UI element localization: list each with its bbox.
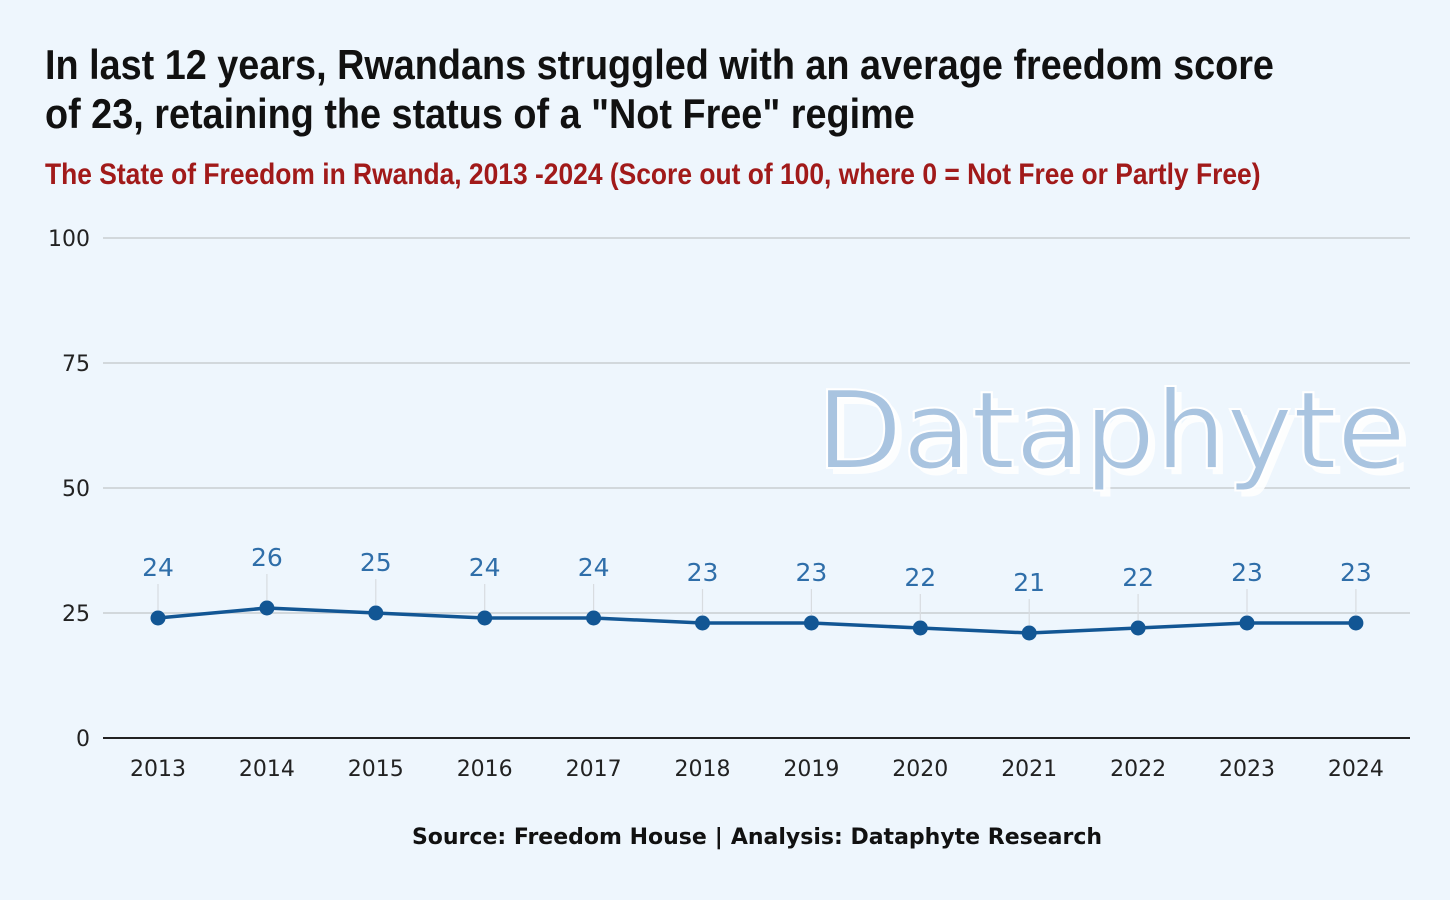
series-points [150, 600, 1364, 641]
data-label: 25 [360, 548, 392, 577]
x-axis-tick-labels: 2013 2014 2015 2016 2017 2018 2019 2020 2021 2022… [130, 757, 1384, 782]
series-line-path [157, 606, 1356, 635]
source-note: Source: Freedom House | Analysis: Dataphyt… [0, 825, 1450, 850]
data-point [586, 610, 602, 626]
y-tick-label: 0 [76, 727, 90, 752]
label-leader-lines [157, 574, 1357, 625]
data-label: 26 [251, 543, 283, 572]
data-point [803, 615, 819, 631]
data-point [150, 610, 166, 626]
data-label: 23 [1231, 558, 1263, 587]
data-point [912, 620, 928, 636]
x-tick-label: 2023 [1219, 757, 1275, 782]
data-label: 24 [578, 553, 610, 582]
watermark: Dataphyte Dataphyte [815, 368, 1412, 500]
data-labels: 24 26 25 24 24 23 23 22 21 22 23 23 [142, 543, 1372, 597]
data-label: 22 [904, 563, 936, 592]
data-point [1239, 615, 1255, 631]
data-point [695, 615, 710, 631]
y-tick-label: 75 [62, 352, 90, 377]
watermark-text: Dataphyte [816, 369, 1406, 494]
y-tick-label: 100 [48, 227, 90, 252]
data-label: 23 [687, 558, 719, 587]
x-tick-label: 2022 [1110, 757, 1166, 782]
data-point [477, 610, 493, 626]
chart-title: In last 12 years, Rwandans struggled wit… [45, 41, 1274, 137]
data-point [1348, 615, 1364, 631]
x-tick-label: 2014 [239, 757, 295, 782]
x-tick-label: 2018 [675, 757, 731, 782]
x-tick-label: 2017 [566, 757, 622, 782]
x-tick-label: 2016 [457, 757, 513, 782]
data-label: 23 [795, 558, 827, 587]
watermark-shadow: Dataphyte [822, 375, 1412, 500]
data-point [1130, 620, 1146, 636]
x-tick-label: 2019 [783, 757, 839, 782]
data-label: 23 [1340, 558, 1372, 587]
chart-subtitle: The State of Freedom in Rwanda, 2013 -20… [45, 158, 1261, 191]
data-label: 21 [1013, 568, 1045, 597]
source-separator: | [714, 825, 723, 850]
y-axis-tick-labels: 0 25 50 75 100 [48, 227, 90, 752]
series-line [157, 606, 1356, 635]
analysis-label: Analysis: Dataphyte Research [730, 825, 1103, 850]
gridlines [103, 237, 1410, 739]
data-label: 24 [142, 553, 174, 582]
x-tick-label: 2024 [1328, 757, 1384, 782]
y-tick-label: 50 [62, 477, 90, 502]
data-label: 22 [1122, 563, 1154, 592]
x-tick-label: 2021 [1001, 757, 1057, 782]
data-point [1021, 625, 1037, 641]
source-label: Source: Freedom House [411, 825, 707, 850]
x-tick-label: 2015 [348, 757, 404, 782]
y-tick-label: 25 [62, 602, 90, 627]
data-point [368, 605, 384, 621]
data-point [259, 600, 275, 616]
x-tick-label: 2020 [892, 757, 948, 782]
x-tick-label: 2013 [130, 757, 186, 782]
data-label: 24 [469, 553, 501, 582]
